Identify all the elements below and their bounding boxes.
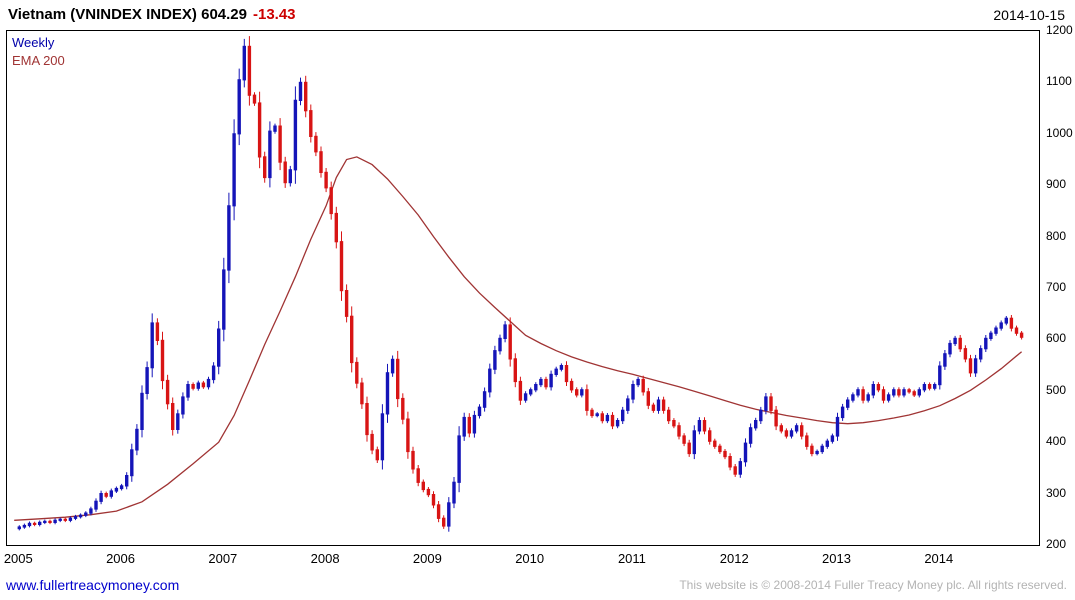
timeframe-label: Weekly <box>12 35 55 50</box>
x-axis-tick-label: 2008 <box>310 551 340 566</box>
ema-200-line <box>14 156 1023 521</box>
y-axis-tick-label: 1200 <box>1046 23 1073 37</box>
x-axis-tick-label: 2007 <box>208 551 238 566</box>
x-axis-tick-label: 2011 <box>617 551 646 566</box>
copyright-text: This website is © 2008-2014 Fuller Treac… <box>679 578 1067 592</box>
x-axis-tick-label: 2013 <box>822 551 851 566</box>
y-axis-tick-label: 200 <box>1046 537 1067 551</box>
quote-date: 2014-10-15 <box>993 7 1065 23</box>
price-chart-canvas <box>14 36 1024 532</box>
x-axis-tick-label: 2010 <box>515 551 545 566</box>
x-axis-tick-label: 2006 <box>106 551 135 566</box>
x-axis-tick-label: 2005 <box>3 551 33 566</box>
chart-legend: Weekly EMA 200 <box>12 34 65 70</box>
chart-plot-area <box>6 30 1040 546</box>
y-axis-tick-label: 800 <box>1046 228 1067 243</box>
price-change: -13.43 <box>252 6 296 23</box>
y-axis-tick-label: 600 <box>1046 331 1067 346</box>
x-axis-tick-label: 2009 <box>412 551 442 566</box>
y-axis-tick-label: 900 <box>1046 177 1067 192</box>
y-axis-tick-label: 400 <box>1046 434 1067 449</box>
y-axis-tick-label: 1000 <box>1046 125 1073 140</box>
y-axis-tick-label: 500 <box>1046 382 1067 397</box>
y-axis-tick-label: 300 <box>1046 485 1067 500</box>
x-axis-tick-label: 2012 <box>719 551 749 566</box>
y-axis-tick-label: 700 <box>1046 280 1067 294</box>
ema-legend-label: EMA 200 <box>12 53 65 68</box>
quote-header: Vietnam (VNINDEX INDEX) 604.29 -13.43 201… <box>8 6 1067 30</box>
x-axis-tick-label: 2014 <box>924 551 954 566</box>
instrument-title: Vietnam (VNINDEX INDEX) 604.29 <box>8 6 247 23</box>
y-axis-tick-label: 1100 <box>1046 74 1072 89</box>
candlestick-series <box>17 36 1024 532</box>
site-link[interactable]: www.fullertreacymoney.com <box>6 577 180 593</box>
